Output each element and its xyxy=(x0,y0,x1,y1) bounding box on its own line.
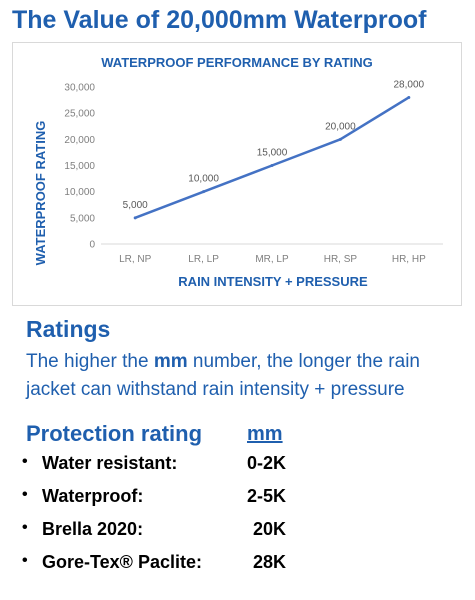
page-title: The Value of 20,000mm Waterproof xyxy=(12,6,427,34)
y-tick-label: 15,000 xyxy=(64,161,95,172)
data-point xyxy=(202,190,206,194)
rating-item-brella-2020: • Brella 2020: 20K xyxy=(0,516,475,549)
rating-name: Brella 2020: xyxy=(42,519,144,539)
rating-value: 0-2K xyxy=(246,453,286,473)
chart-container: WATERPROOF PERFORMANCE BY RATING WATERPR… xyxy=(12,42,462,306)
chart-title: WATERPROOF PERFORMANCE BY RATING xyxy=(101,55,373,70)
protection-heading: Protection rating xyxy=(26,421,203,446)
ratings-desc-bold: mm xyxy=(153,351,188,372)
rating-item-water-resistant: • Water resistant: 0-2K xyxy=(0,450,475,483)
x-tick-label: HR, HP xyxy=(392,254,426,265)
y-tick-label: 5,000 xyxy=(70,213,95,224)
data-point xyxy=(338,137,342,141)
plot-area: 0 5,000 10,000 15,000 20,000 25,000 30,000 LR, … xyxy=(64,79,443,265)
x-tick-label: MR, LP xyxy=(255,254,289,265)
y-tick-label: 10,000 xyxy=(64,187,95,198)
bullet: • xyxy=(22,486,28,503)
y-tick-label: 30,000 xyxy=(64,83,95,94)
rating-value: 20K xyxy=(252,519,286,539)
bullet: • xyxy=(22,519,28,536)
rating-item-waterproof: • Waterproof: 2-5K xyxy=(0,483,475,516)
ratings-desc-pre: The higher the xyxy=(26,351,154,372)
rating-name: Gore-Tex® Paclite: xyxy=(42,552,202,572)
data-point xyxy=(270,164,274,167)
ratings-desc-post: number, the longer the rain jacket can w… xyxy=(26,351,420,400)
x-axis-label: RAIN INTENSITY + PRESSURE xyxy=(178,274,368,289)
ratings-heading: Ratings xyxy=(26,316,111,342)
data-label: 10,000 xyxy=(188,174,219,185)
rating-name: Water resistant: xyxy=(42,453,178,473)
data-point xyxy=(133,216,137,220)
rating-name: Waterproof: xyxy=(42,486,144,506)
data-label: 5,000 xyxy=(123,200,148,211)
ratings-description: The higher the mm number, the longer the… xyxy=(26,348,466,404)
data-label: 15,000 xyxy=(257,148,288,159)
data-point xyxy=(407,95,411,99)
protection-unit-header: mm xyxy=(247,423,283,445)
data-label: 20,000 xyxy=(325,121,356,132)
x-tick-label: HR, SP xyxy=(324,254,358,265)
x-tick-label: LR, NP xyxy=(119,254,152,265)
data-label: 28,000 xyxy=(394,79,425,90)
rating-value: 28K xyxy=(252,552,286,572)
rating-item-gore-tex-paclite: • Gore-Tex® Paclite: 28K xyxy=(0,549,475,582)
x-tick-label: LR, LP xyxy=(188,254,219,265)
y-tick-label: 0 xyxy=(89,240,95,251)
rating-list: • Water resistant: 0-2K • Waterproof: 2-… xyxy=(0,450,475,582)
y-tick-label: 25,000 xyxy=(64,109,95,120)
line-chart: WATERPROOF PERFORMANCE BY RATING WATERPR… xyxy=(33,55,443,289)
rating-value: 2-5K xyxy=(246,486,286,506)
bullet: • xyxy=(22,453,28,470)
y-axis-label: WATERPROOF RATING xyxy=(33,121,48,266)
y-tick-label: 20,000 xyxy=(64,135,95,146)
bullet: • xyxy=(22,552,28,569)
